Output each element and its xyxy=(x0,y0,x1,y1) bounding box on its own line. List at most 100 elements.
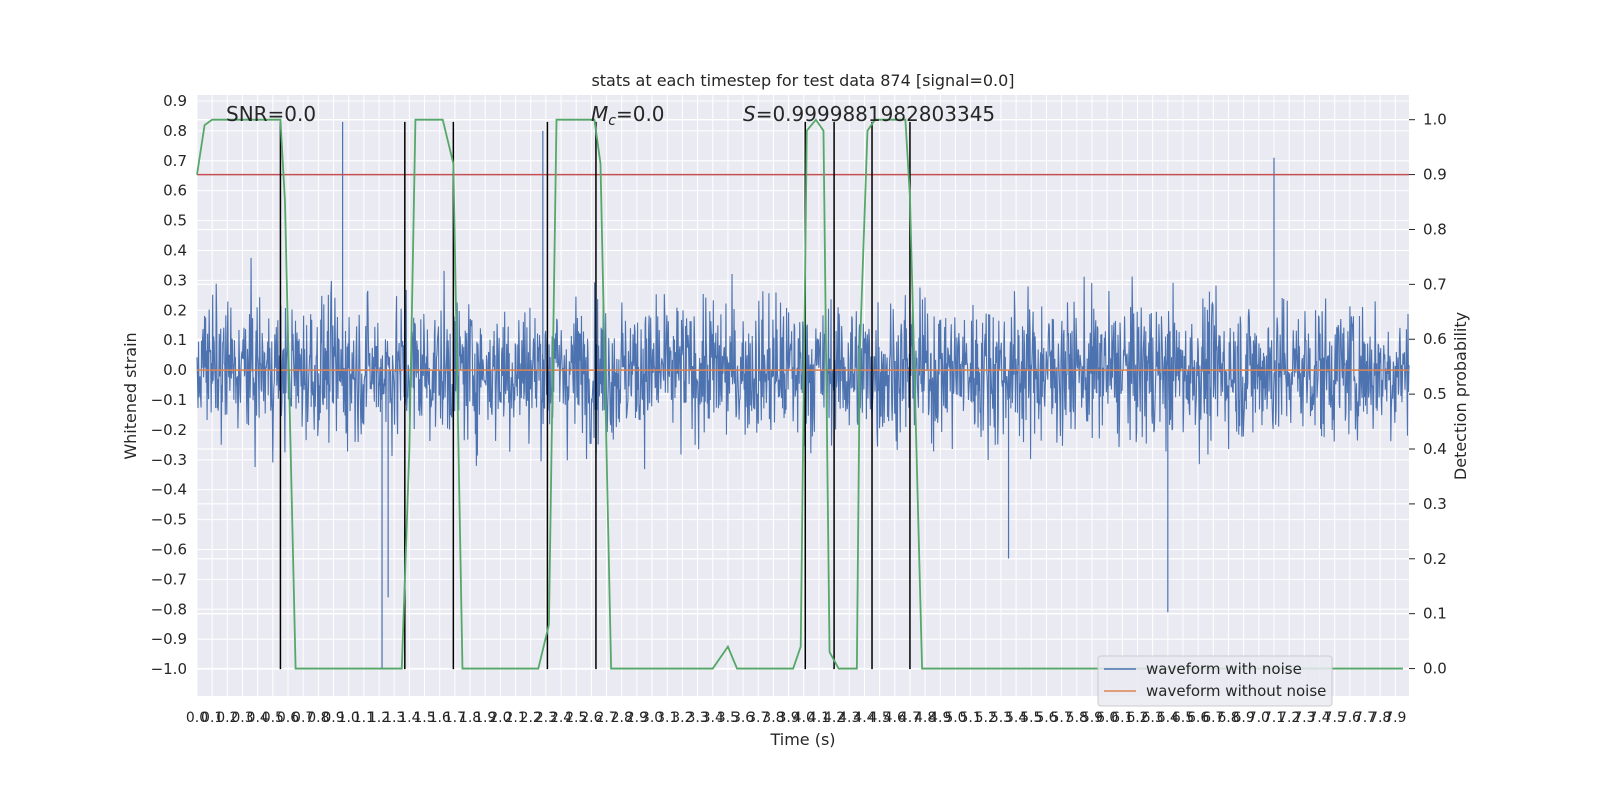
y-tick-label: 0.7 xyxy=(163,152,187,170)
y-axis-right-label: Detection probability xyxy=(1451,312,1470,480)
x-tick-label: 3.9 xyxy=(777,710,799,726)
legend-label-waveform-without-noise: waveform without noise xyxy=(1146,682,1326,700)
y-tick-label: 0.0 xyxy=(163,361,187,379)
x-tick-label: 2.9 xyxy=(626,710,648,726)
y-tick-label: 0.3 xyxy=(163,271,187,289)
x-tick-label: 0.5 xyxy=(262,710,284,726)
x-tick-label: 0.1 xyxy=(201,710,223,726)
y-right-tick-label: 0.2 xyxy=(1423,550,1447,568)
x-tick-label: 6.5 xyxy=(1172,710,1194,726)
y-tick-label: −0.4 xyxy=(151,481,187,499)
series-waveform-with-noise xyxy=(196,121,1410,670)
x-tick-label: 7.5 xyxy=(1324,710,1346,726)
x-tick-label: 5.3 xyxy=(990,710,1012,726)
x-tick-label: 6.8 xyxy=(1217,710,1239,726)
y-axis-left-ticks: 0.9 0.8 0.7 0.6 0.5 0.4 0.3 0.2 0.1 0.0 −0.1 −0.2 −0… xyxy=(151,92,187,678)
x-tick-label: 2.2 xyxy=(520,710,542,726)
y-axis-right-ticks: 1.0 0.9 0.8 0.7 0.6 0.5 0.4 0.3 0.2 0.1 0.0 xyxy=(1409,111,1447,678)
x-tick-label: 6.2 xyxy=(1126,710,1148,726)
x-tick-label: 1.0 xyxy=(338,710,360,726)
y-right-tick-label: 0.7 xyxy=(1423,275,1447,293)
annotation-chirp-mass: Mc=0.0 xyxy=(591,102,665,129)
annotation-s: S=0.9999881982803345 xyxy=(743,102,995,126)
x-tick-label: 2.3 xyxy=(535,710,557,726)
y-tick-label: −0.1 xyxy=(151,391,187,409)
x-tick-label: 4.0 xyxy=(793,710,815,726)
x-tick-label: 4.3 xyxy=(838,710,860,726)
x-tick-label: 6.1 xyxy=(1111,710,1133,726)
x-tick-label: 2.0 xyxy=(489,710,511,726)
y-tick-label: −0.6 xyxy=(151,540,187,558)
x-tick-label: 1.9 xyxy=(474,710,496,726)
waveform-with-noise-line xyxy=(196,257,1410,470)
x-tick-label: 6.9 xyxy=(1233,710,1255,726)
x-tick-label: 4.7 xyxy=(899,710,921,726)
x-tick-label: 0.0 xyxy=(186,710,208,726)
y-right-tick-label: 0.1 xyxy=(1423,605,1447,623)
x-tick-label: 4.8 xyxy=(914,710,936,726)
y-axis-label: Whitened strain xyxy=(121,332,140,459)
legend-box xyxy=(1097,655,1333,707)
y-tick-label: 0.2 xyxy=(163,301,187,319)
x-tick-label: 3.3 xyxy=(686,710,708,726)
x-tick-label: 5.0 xyxy=(944,710,966,726)
x-tick-label: 4.4 xyxy=(853,710,875,726)
x-tick-label: 2.6 xyxy=(580,710,602,726)
y-tick-label: 0.4 xyxy=(163,241,187,259)
x-tick-label: 1.7 xyxy=(444,710,466,726)
x-tick-label: 6.3 xyxy=(1142,710,1164,726)
x-tick-label: 3.8 xyxy=(762,710,784,726)
x-tick-label: 0.4 xyxy=(247,710,269,726)
x-tick-label: 1.4 xyxy=(398,710,420,726)
x-tick-label: 5.5 xyxy=(1020,710,1042,726)
x-tick-label: 5.9 xyxy=(1081,710,1103,726)
x-tick-label: 5.8 xyxy=(1066,710,1088,726)
x-tick-label: 3.6 xyxy=(732,710,754,726)
x-tick-label: 1.3 xyxy=(383,710,405,726)
x-tick-label: 7.8 xyxy=(1369,710,1391,726)
annotation-s-value: =0.9999881982803345 xyxy=(756,102,995,126)
annotation-chirp-mass-symbol: M xyxy=(591,102,608,126)
x-tick-label: 6.4 xyxy=(1157,710,1179,726)
y-right-tick-label: 0.9 xyxy=(1423,166,1447,184)
x-tick-label: 1.2 xyxy=(368,710,390,726)
x-tick-label: 3.4 xyxy=(702,710,724,726)
y-right-tick-label: 0.3 xyxy=(1423,495,1447,513)
legend-label-waveform-with-noise: waveform with noise xyxy=(1146,660,1302,678)
y-right-tick-label: 0.5 xyxy=(1423,385,1447,403)
x-tick-label: 2.5 xyxy=(565,710,587,726)
legend: waveform with noise waveform without noi… xyxy=(1097,655,1333,707)
x-tick-label: 7.2 xyxy=(1278,710,1300,726)
x-tick-label: 7.4 xyxy=(1308,710,1330,726)
x-tick-label: 5.1 xyxy=(959,710,981,726)
x-tick-label: 4.1 xyxy=(808,710,830,726)
x-tick-label: 2.8 xyxy=(611,710,633,726)
x-tick-label: 3.0 xyxy=(641,710,663,726)
x-tick-label: 4.9 xyxy=(929,710,951,726)
y-right-tick-label: 0.8 xyxy=(1423,220,1447,238)
y-tick-label: −0.2 xyxy=(151,421,187,439)
y-right-tick-label: 0.4 xyxy=(1423,440,1447,458)
x-tick-label: 2.7 xyxy=(595,710,617,726)
annotation-snr: SNR=0.0 xyxy=(226,102,316,126)
y-tick-label: −0.9 xyxy=(151,630,187,648)
x-tick-label: 1.5 xyxy=(413,710,435,726)
x-tick-label: 5.7 xyxy=(1050,710,1072,726)
detection-probability-line xyxy=(196,118,1403,670)
annotation-chirp-mass-value: =0.0 xyxy=(616,102,665,126)
x-tick-label: 7.7 xyxy=(1354,710,1376,726)
x-tick-label: 5.4 xyxy=(1005,710,1027,726)
x-tick-label: 1.6 xyxy=(429,710,451,726)
detection-probability-series xyxy=(196,118,1403,670)
y-right-tick-label: 1.0 xyxy=(1423,111,1447,129)
x-tick-label: 6.7 xyxy=(1202,710,1224,726)
x-tick-label: 7.1 xyxy=(1263,710,1285,726)
x-tick-label: 2.1 xyxy=(504,710,526,726)
x-tick-label: 7.9 xyxy=(1384,710,1406,726)
y-right-tick-label: 0.6 xyxy=(1423,330,1447,348)
y-tick-label: 0.5 xyxy=(163,212,187,230)
y-tick-label: −0.8 xyxy=(151,600,187,618)
x-tick-label: 4.2 xyxy=(823,710,845,726)
x-tick-label: 0.3 xyxy=(231,710,253,726)
